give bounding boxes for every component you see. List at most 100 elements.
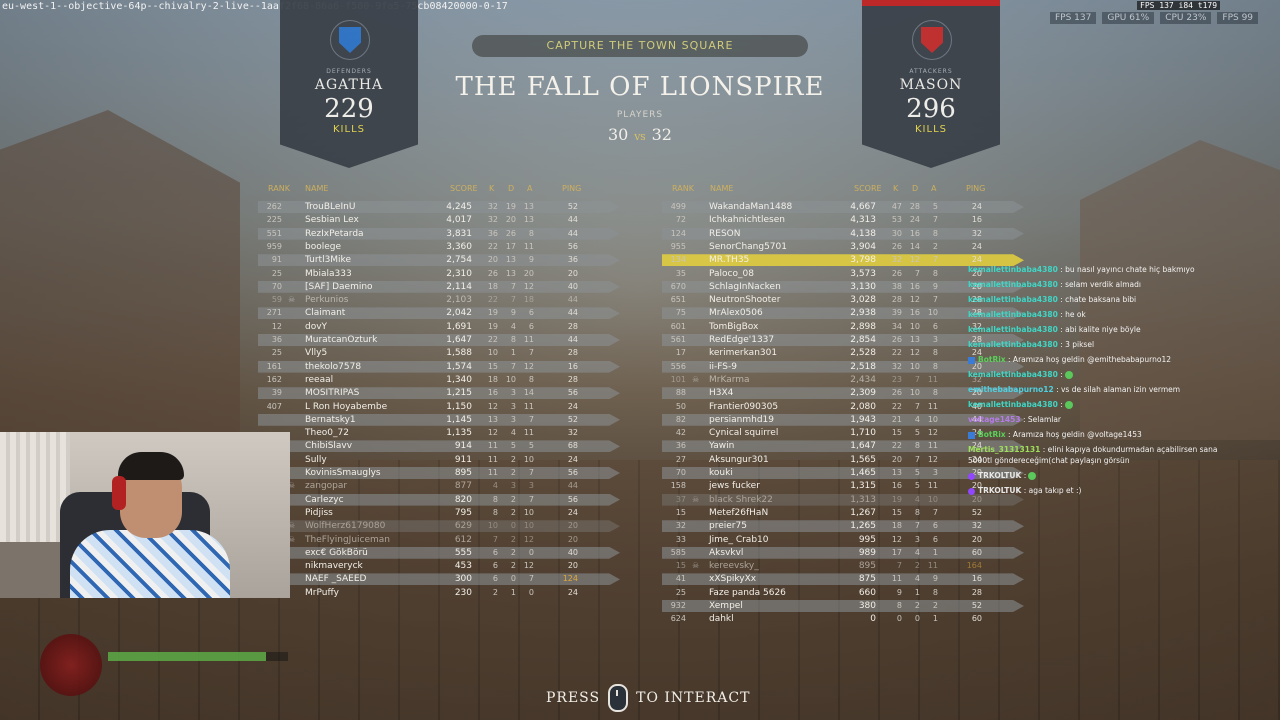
player-kills: 23 [891,374,902,384]
chat-username[interactable]: kemallettinbaba4380 [968,340,1058,349]
player-rank: 601 [670,321,686,331]
player-score: 1,465 [850,468,876,478]
player-assists: 11 [927,401,938,411]
player-kills: 18 [487,281,498,291]
perf-stat: FPS 99 [1217,12,1259,24]
scoreboard-row: exc€ GökBörü 555 6 2 0 40 [258,546,620,559]
chat-username[interactable]: kemallettinbaba4380 [968,370,1058,379]
player-ping: 36 [567,255,578,265]
col-k: K [893,184,899,193]
player-kills: 11 [891,574,902,584]
player-assists: 8 [528,228,534,238]
scoreboard-row: 134 MR.TH35 3,798 32 12 7 24 [662,254,1024,267]
player-score: 1,574 [446,361,472,372]
chat-username[interactable]: TRKOLTUK [978,471,1022,480]
chat-message: kemallettinbaba4380 : [968,367,1240,382]
player-assists: 7 [528,414,534,424]
player-kills: 32 [487,202,498,211]
scoreboard-row: 15 Metef26fHaN 1,267 15 8 7 52 [662,507,1024,519]
player-assists: 9 [932,574,938,584]
player-ping: 44 [567,295,578,305]
player-score: 4,017 [446,215,472,226]
player-deaths: 2 [510,534,516,544]
player-kills: 2 [492,587,498,597]
player-deaths: 0 [510,521,516,531]
player-ping: 28 [971,295,982,305]
player-name: Perkunios [305,295,349,306]
player-score: 3,798 [850,255,876,266]
player-assists: 14 [523,388,534,398]
player-name: MR.TH35 [709,255,750,266]
chat-username[interactable]: TRKOLTUK [978,486,1022,495]
chat-username[interactable]: kemallettinbaba4380 [968,325,1058,334]
player-assists: 12 [927,454,938,464]
player-assists: 6 [932,321,938,331]
chat-username[interactable]: emithebabapurno12 [968,385,1054,394]
scoreboard-row: 59 ☠ Perkunios 2,103 22 7 18 44 [258,294,620,306]
player-score: 877 [454,481,472,492]
scoreboard-row: 25 Mbiala333 2,310 26 13 20 20 [258,268,620,280]
player-assists: 12 [523,561,534,571]
player-ping: 24 [971,454,982,464]
player-ping: 124 [562,574,578,584]
player-deaths: 2 [510,547,516,557]
player-rank: 82 [675,414,686,424]
player-name: TomBigBox [709,321,759,332]
player-kills: 16 [891,481,902,491]
player-ping: 20 [971,494,982,504]
player-rank: 101 [670,374,686,384]
player-assists: 10 [523,507,534,517]
player-score: 1,647 [446,335,472,345]
player-rank: 75 [675,308,686,318]
player-ping: 24 [567,587,578,597]
interact-prompt: PRESS TO INTERACT [546,684,750,712]
player-kills: 19 [487,321,498,331]
player-name: Sesbian Lex [305,215,359,226]
chat-username[interactable]: BotRix [978,430,1006,439]
player-ping: 16 [567,361,578,371]
scoreboard-row: 35 Paloco_08 3,573 26 7 8 20 [662,268,1024,280]
chat-username[interactable]: kemallettinbaba4380 [968,280,1058,289]
player-ping: 52 [971,507,982,517]
player-rank: 670 [670,281,686,291]
player-deaths: 8 [914,507,920,517]
player-score: 1,710 [850,428,876,439]
scoreboard-row: Carlezyc 820 8 2 7 56 [258,493,620,506]
player-kills: 34 [891,321,902,331]
player-score: 300 [454,574,472,585]
chat-username[interactable]: kemallettinbaba4380 [968,295,1058,304]
chat-username[interactable]: voltage1453 [968,415,1021,424]
player-name: ChibiSlavv [305,441,353,452]
col-d: D [912,184,919,193]
player-ping: 164 [966,561,982,571]
player-ping: 28 [971,308,982,318]
player-kills: 9 [896,587,902,597]
chat-username[interactable]: kemallettinbaba4380 [968,310,1058,319]
chat-username[interactable]: Mertis_31313131 [968,445,1041,454]
scoreboard-row: 955 SenorChang5701 3,904 26 14 2 24 [662,241,1024,253]
player-rank: 624 [670,614,686,624]
scoreboard-row: 670 SchlagInNacken 3,130 38 16 9 20 [662,280,1024,293]
scoreboard-row: 17 kerimerkan301 2,528 22 12 8 24 [662,347,1024,359]
player-score: 2,042 [446,308,472,319]
scoreboard-row: 624 dahkl 0 0 0 1 60 [662,613,1024,625]
chat-username[interactable]: BotRix [978,355,1006,364]
scoreboard-row: 33 Jime_ Crab10 995 12 3 6 20 [662,534,1024,546]
player-name: dahkl [709,614,734,625]
team-name: MASON [899,77,963,93]
player-kills: 30 [891,228,902,238]
player-score: 230 [454,587,472,598]
player-ping: 24 [567,507,578,517]
col-a: A [527,184,533,193]
chat-username[interactable]: kemallettinbaba4380 [968,400,1058,409]
player-kills: 26 [891,268,902,278]
player-assists: 10 [927,494,938,504]
server-id-text: eu-west-1--objective-64p--chivalry-2-liv… [2,1,508,12]
player-ping: 20 [567,534,578,544]
player-ping: 20 [971,534,982,544]
chat-message: kemallettinbaba4380 : he ok [968,307,1240,322]
player-name: Jime_ Crab10 [709,534,769,545]
player-rank: 88 [675,388,686,398]
chat-username[interactable]: kemallettinbaba4380 [968,265,1058,274]
player-rank: 15 [675,561,686,571]
